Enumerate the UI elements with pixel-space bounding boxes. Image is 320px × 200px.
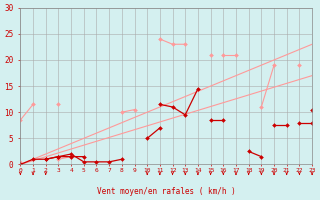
- X-axis label: Vent moyen/en rafales ( km/h ): Vent moyen/en rafales ( km/h ): [97, 187, 236, 196]
